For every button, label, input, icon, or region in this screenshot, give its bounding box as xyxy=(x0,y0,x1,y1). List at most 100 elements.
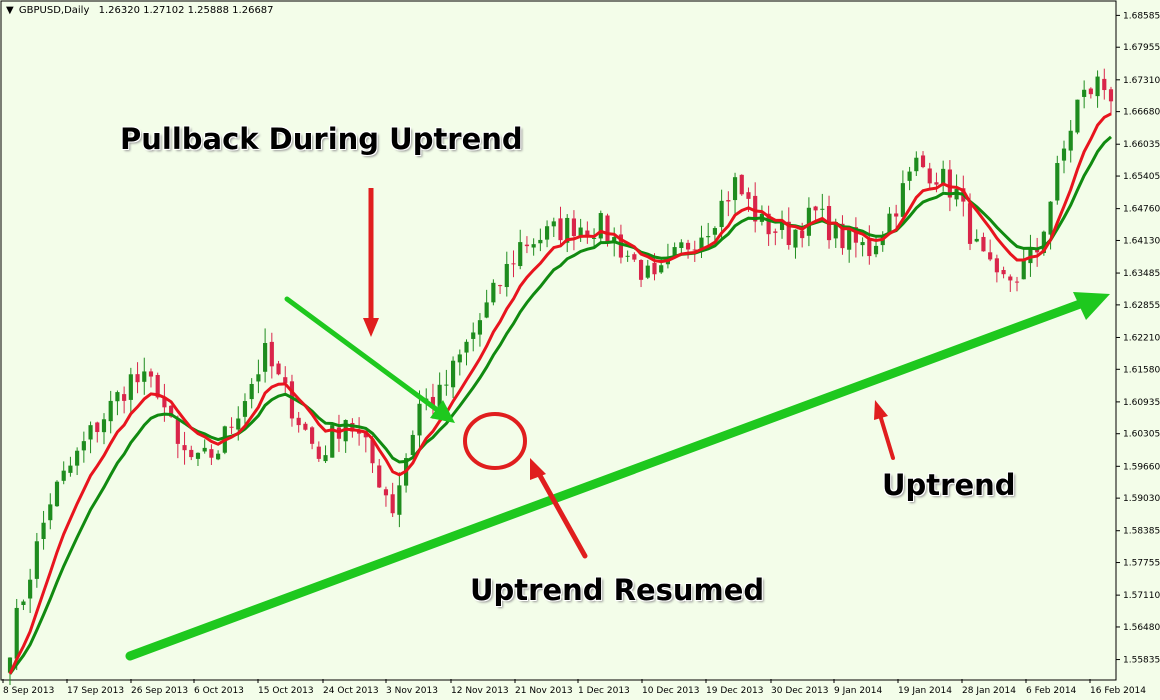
candle xyxy=(813,205,818,222)
candle xyxy=(148,368,154,388)
candle xyxy=(122,386,127,414)
bull-candle-body xyxy=(242,401,248,417)
bull-candle-body xyxy=(41,522,46,540)
candle xyxy=(726,191,731,217)
resumed-red-arrow xyxy=(530,458,588,559)
bull-candle-body xyxy=(578,227,583,238)
bear-candle-body xyxy=(753,195,758,222)
candle xyxy=(786,207,791,250)
candle xyxy=(1102,68,1107,100)
y-tick-label: 1.67955 xyxy=(1123,43,1160,53)
candle xyxy=(209,444,214,466)
candle xyxy=(920,151,926,169)
bear-candle-body xyxy=(377,465,382,488)
bear-candle-body xyxy=(189,449,194,458)
candle xyxy=(988,239,993,262)
candle xyxy=(927,162,932,190)
candle xyxy=(75,447,80,476)
candle xyxy=(430,383,436,419)
plot-border xyxy=(0,0,1117,681)
bull-candle-body xyxy=(591,237,597,239)
x-tick-label: 30 Dec 2013 xyxy=(771,686,829,696)
bull-candle-body xyxy=(659,265,664,273)
bull-candle-body xyxy=(1082,89,1087,97)
candle xyxy=(195,452,201,466)
candle xyxy=(753,182,758,233)
candle xyxy=(417,390,422,449)
collapse-arrow-icon[interactable]: ▼ xyxy=(6,5,14,16)
uptrend-resumed-annotation: Uptrend Resumed xyxy=(470,573,765,607)
symbol-label: GBPUSD,Daily xyxy=(18,5,90,16)
candle xyxy=(81,431,86,463)
candle xyxy=(323,445,328,463)
bull-candle-body xyxy=(1075,99,1080,133)
bull-candle-body xyxy=(538,239,543,244)
candle xyxy=(21,599,26,611)
candle xyxy=(558,206,563,245)
candle xyxy=(1001,266,1006,279)
bear-candle-body xyxy=(283,377,288,383)
candle xyxy=(860,237,865,257)
bear-candle-body xyxy=(585,230,590,236)
candle xyxy=(806,197,811,247)
bear-candle-body xyxy=(497,285,503,287)
candle xyxy=(289,374,295,427)
bull-candle-body xyxy=(779,220,785,230)
candle xyxy=(1088,87,1093,99)
bull-candle-body xyxy=(477,320,483,335)
bull-candle-body xyxy=(410,434,415,456)
candle xyxy=(296,411,301,433)
bull-candle-body xyxy=(457,354,462,363)
bull-candle-body xyxy=(873,245,879,255)
bear-candle-body xyxy=(618,234,624,258)
bull-candle-body xyxy=(712,228,717,235)
candle xyxy=(229,417,234,435)
candle xyxy=(538,228,543,252)
bull-candle-body xyxy=(417,403,422,436)
x-tick-label: 9 Jan 2014 xyxy=(834,686,882,696)
y-tick-label: 1.59030 xyxy=(1123,494,1160,504)
bull-candle-body xyxy=(565,217,570,243)
bull-candle-body xyxy=(706,236,711,238)
bear-candle-body xyxy=(927,168,932,184)
candle xyxy=(451,356,456,399)
bull-candle-body xyxy=(598,213,603,239)
candle xyxy=(128,367,133,414)
bull-candle-body xyxy=(437,384,442,407)
y-tick-label: 1.55835 xyxy=(1123,656,1160,666)
x-tick-label: 1 Dec 2013 xyxy=(578,686,630,696)
bear-candle-body xyxy=(786,221,791,246)
bull-candle-body xyxy=(34,541,39,579)
y-tick-label: 1.57110 xyxy=(1123,591,1160,601)
candle xyxy=(994,254,999,283)
bear-candle-body xyxy=(867,239,872,257)
candle xyxy=(108,390,113,434)
bull-candle-body xyxy=(397,485,402,515)
bull-candle-body xyxy=(941,168,946,186)
bear-candle-body xyxy=(988,252,993,260)
candle xyxy=(497,284,503,295)
x-tick-label: 16 Feb 2014 xyxy=(1090,686,1146,696)
bull-candle-body xyxy=(699,237,704,251)
uptrend-red-arrow xyxy=(874,400,895,460)
bear-candle-body xyxy=(1014,281,1020,283)
candle xyxy=(981,232,986,252)
candle xyxy=(571,210,577,251)
candle xyxy=(632,252,637,262)
bear-candle-body xyxy=(773,231,778,233)
candle xyxy=(1068,120,1073,163)
candle xyxy=(182,431,187,465)
bull-candle-body xyxy=(551,221,556,227)
y-tick-label: 1.64130 xyxy=(1123,236,1160,246)
y-tick-label: 1.68585 xyxy=(1123,11,1160,21)
candle xyxy=(1008,274,1013,292)
candle xyxy=(1014,276,1020,292)
candle xyxy=(397,472,402,528)
bull-candle-body xyxy=(202,447,207,452)
candle xyxy=(54,480,60,507)
candle xyxy=(1075,99,1080,135)
bull-candle-body xyxy=(81,441,86,451)
uptrend-trendline-arrow xyxy=(125,292,1110,661)
bull-candle-body xyxy=(54,481,60,507)
bull-candle-body xyxy=(833,222,838,239)
